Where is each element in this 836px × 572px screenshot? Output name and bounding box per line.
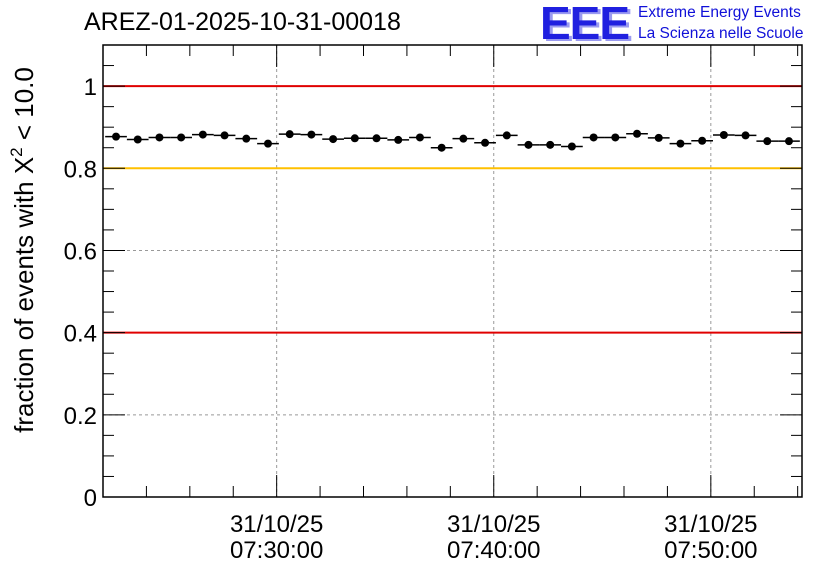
data-point (437, 143, 446, 152)
data-point (611, 133, 620, 142)
y-tick-label: 1 (84, 74, 97, 101)
logo-tagline-1: Extreme Energy Events (638, 4, 801, 21)
data-point (198, 130, 207, 139)
y-tick-label: 0.6 (64, 238, 97, 265)
data-point (567, 142, 576, 151)
data-point (633, 129, 642, 138)
x-tick-label-time: 07:40:00 (447, 537, 540, 564)
data-point (763, 137, 772, 146)
data-point (698, 136, 707, 145)
data-point (459, 134, 468, 143)
data-point (415, 133, 424, 142)
data-point (350, 134, 359, 143)
data-point (155, 133, 164, 142)
logo-tagline-2: La Scienza nelle Scuole (638, 25, 804, 42)
data-point (177, 133, 186, 142)
data-point (329, 135, 338, 144)
data-point (589, 133, 598, 142)
grid-layer (103, 45, 802, 497)
x-tick-label-date: 31/10/25 (447, 511, 540, 538)
data-point (263, 139, 272, 148)
data-point (784, 137, 793, 146)
data-point (307, 130, 316, 139)
x-tick-label-date: 31/10/25 (230, 511, 323, 538)
eee-logo: EEE (540, 0, 630, 49)
data-point (524, 140, 533, 149)
x-tick-label-date: 31/10/25 (664, 511, 757, 538)
y-tick-label: 0.8 (64, 156, 97, 183)
data-point (546, 140, 555, 149)
x-tick-label-time: 07:50:00 (664, 537, 757, 564)
chart-title: AREZ-01-2025-10-31-00018 (84, 8, 401, 36)
y-tick-label: 0 (84, 485, 97, 512)
plot-frame (102, 44, 803, 498)
axis-layer: 00.20.40.60.8131/10/2507:30:0031/10/2507… (64, 44, 803, 564)
data-point (242, 134, 251, 143)
y-tick-label: 0.2 (64, 403, 97, 430)
data-point (372, 134, 381, 143)
data-point (719, 130, 728, 139)
data-point (394, 135, 403, 144)
y-tick-label: 0.4 (64, 321, 97, 348)
data-point (502, 131, 511, 140)
y-axis-title: fraction of events with X2 < 10.0 (7, 67, 39, 433)
data-point (481, 138, 490, 147)
data-point (654, 133, 663, 142)
data-point (285, 130, 294, 139)
data-point (133, 135, 142, 144)
threshold-layer (103, 85, 802, 334)
data-point (220, 131, 229, 140)
data-point (676, 139, 685, 148)
data-point (741, 131, 750, 140)
x-tick-label-time: 07:30:00 (230, 537, 323, 564)
data-point (112, 132, 121, 141)
data-layer (105, 129, 800, 152)
